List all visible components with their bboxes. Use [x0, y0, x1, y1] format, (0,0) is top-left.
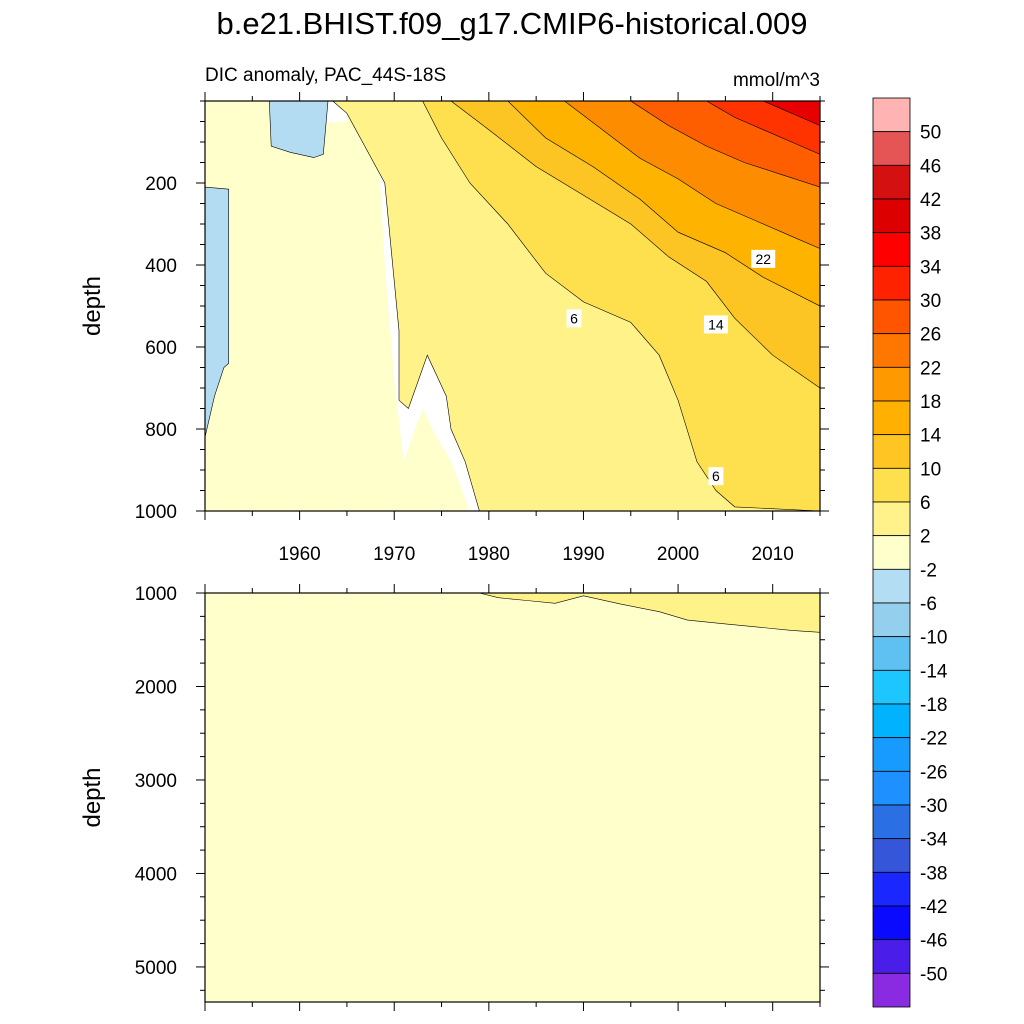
colorbar-label: 42: [920, 190, 941, 211]
y-tick-label: 1000: [135, 584, 177, 605]
colorbar-box: [872, 164, 911, 200]
y-tick-label: 1000: [135, 502, 177, 523]
colorbar-box: [872, 198, 911, 234]
colorbar-label: -14: [920, 661, 948, 682]
y-tick-label: 5000: [135, 958, 177, 979]
colorbar-label: -30: [920, 796, 947, 817]
y-axis-label: depth: [79, 767, 106, 827]
colorbar-box: [872, 232, 911, 267]
y-axis-label: depth: [79, 276, 106, 336]
colorbar-box: [872, 568, 911, 604]
contour-label-box: [566, 309, 582, 328]
y-tick-label: 600: [145, 338, 177, 359]
colorbar-label: 30: [920, 291, 941, 312]
colorbar-box: [872, 636, 911, 671]
contour-region: [705, 101, 820, 155]
colorbar-box: [872, 770, 911, 806]
colorbar-box: [872, 939, 911, 974]
contour-label: 22: [755, 251, 771, 267]
contour-region: [763, 101, 820, 126]
colorbar-label: 10: [920, 459, 941, 480]
colorbar-label: 38: [920, 224, 941, 245]
contour-region: [205, 593, 820, 1002]
colorbar-box: [872, 972, 911, 1008]
colorbar-box: [872, 434, 911, 469]
colorbar-box: [872, 467, 911, 503]
contour-label: 6: [570, 310, 578, 326]
colorbar-box: [872, 265, 911, 301]
colorbar-box: [872, 366, 911, 402]
colorbar-label: 6: [920, 493, 931, 514]
colorbar-box: [872, 131, 911, 166]
colorbar-box: [872, 501, 911, 537]
units-string: mmol/m^3: [733, 70, 820, 91]
colorbar-box: [872, 703, 911, 739]
colorbar-label: -34: [920, 830, 948, 851]
contour-label: 14: [708, 316, 724, 332]
y-tick-label: 800: [145, 420, 177, 441]
colorbar-label: 26: [920, 325, 941, 346]
contour-label-box: [708, 467, 724, 486]
colorbar: 50 46 42 38 34 30 26 22 18 14 10 6 2 -2 -6 -10 -14 -18 -22…: [872, 97, 948, 1008]
x-tick-label: 1980: [468, 544, 510, 565]
contour-region: [479, 593, 820, 633]
contour-label-box: [703, 315, 728, 334]
upper-panel: 6 14 22 6 1960 1970 1980 1990 2000 2010 200 400 600 8…: [79, 92, 829, 565]
contour-label-box: [751, 249, 776, 268]
colorbar-box: [872, 669, 911, 705]
y-tick-label: 400: [145, 256, 177, 277]
colorbar-label: 34: [920, 257, 942, 278]
contour-label: 6: [712, 468, 720, 484]
x-tick-label: 1990: [562, 544, 604, 565]
contour-region: [205, 101, 470, 511]
y-tick-label: 4000: [135, 864, 177, 885]
colorbar-label: -22: [920, 729, 947, 750]
colorbar-box: [872, 804, 911, 840]
colorbar-label: -18: [920, 695, 947, 716]
x-tick-label: 1970: [373, 544, 415, 565]
y-tick-label: 3000: [135, 771, 177, 792]
colorbar-box: [872, 871, 911, 907]
colorbar-box: [872, 299, 911, 335]
colorbar-box: [872, 737, 911, 772]
colorbar-box: [872, 905, 911, 941]
colorbar-box: [872, 400, 911, 436]
colorbar-label: 50: [920, 123, 941, 144]
colorbar-box: [872, 602, 911, 638]
colorbar-label: 22: [920, 358, 941, 379]
figure-title: b.e21.BHIST.f09_g17.CMIP6-historical.009: [216, 6, 807, 41]
colorbar-label: 2: [920, 527, 931, 548]
x-tick-label: 2010: [752, 544, 794, 565]
colorbar-box: [872, 535, 911, 570]
left-string: DIC anomaly, PAC_44S-18S: [205, 65, 446, 86]
colorbar-box: [872, 97, 911, 133]
contour-region: [268, 101, 329, 158]
colorbar-label: -38: [920, 863, 947, 884]
colorbar-label: -10: [920, 628, 947, 649]
colorbar-label: 46: [920, 156, 941, 177]
x-tick-label: 1960: [278, 544, 320, 565]
lower-panel: 1000 2000 3000 4000 5000 depth: [79, 584, 829, 1011]
y-tick-label: 200: [145, 174, 177, 195]
colorbar-box: [872, 838, 911, 873]
plot-frame: [204, 592, 821, 1003]
x-tick-label: 2000: [657, 544, 699, 565]
colorbar-label: 18: [920, 392, 941, 413]
colorbar-label: -6: [920, 594, 937, 615]
colorbar-label: -50: [920, 964, 947, 985]
colorbar-box: [872, 333, 911, 368]
colorbar-label: -26: [920, 762, 947, 783]
colorbar-label: 14: [920, 426, 942, 447]
contour-region: [205, 186, 229, 438]
y-tick-label: 2000: [135, 677, 177, 698]
colorbar-label: -2: [920, 560, 937, 581]
colorbar-label: -42: [920, 897, 947, 918]
colorbar-label: -46: [920, 931, 947, 952]
